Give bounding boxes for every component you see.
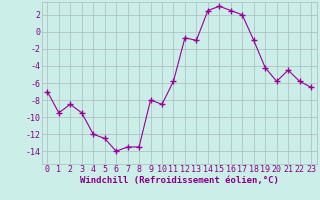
X-axis label: Windchill (Refroidissement éolien,°C): Windchill (Refroidissement éolien,°C)	[80, 176, 279, 185]
